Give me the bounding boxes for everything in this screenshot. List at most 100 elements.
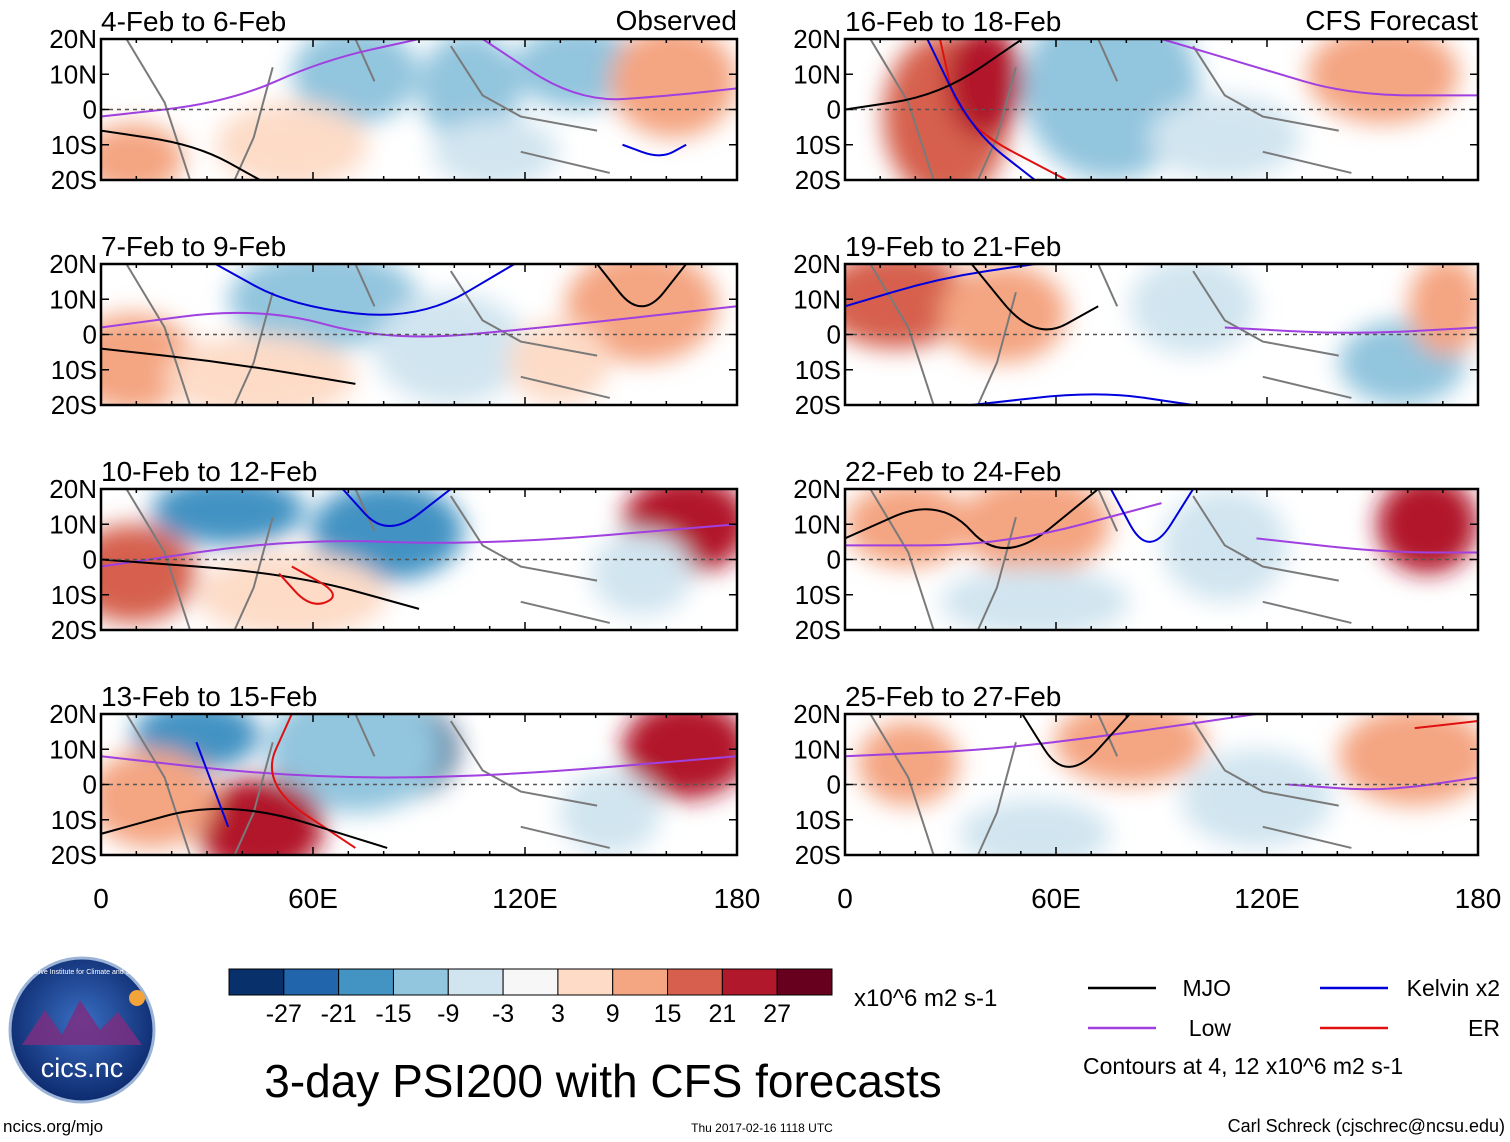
figure-title: 3-day PSI200 with CFS forecasts: [264, 1055, 942, 1107]
lat-label: 10N: [793, 734, 841, 764]
legend-label: Kelvin x2: [1407, 975, 1500, 1001]
footer-author: Carl Schreck (cjschrec@ncsu.edu): [1228, 1116, 1505, 1136]
logo-ring-text: Cooperative Institute for Climate and Sa…: [10, 969, 154, 976]
colorbar-tick-label: -3: [492, 1000, 514, 1028]
legend-label: ER: [1468, 1015, 1500, 1041]
lat-label: 10N: [793, 509, 841, 539]
lat-label: 20S: [795, 615, 841, 645]
lat-label: 10S: [51, 805, 97, 835]
coastline: [869, 264, 1352, 405]
psi-anomaly-region: [939, 566, 1130, 630]
colorbar-tick-label: 21: [708, 1000, 736, 1028]
lat-label: 0: [827, 320, 841, 350]
psi-anomaly-region: [266, 714, 445, 813]
low-contour: [1161, 39, 1478, 97]
psi-anomaly-region: [101, 749, 216, 848]
kelvin-contour: [341, 489, 452, 527]
psi-anomaly-region: [164, 334, 356, 405]
coastline: [125, 489, 611, 630]
lon-label: 120E: [492, 883, 557, 914]
cics-logo: cics.nc Cooperative Institute for Climat…: [8, 956, 156, 1104]
colorbar-swatch: [557, 968, 614, 996]
psi-anomaly-region: [565, 264, 718, 363]
forecast-column-label: CFS Forecast: [1305, 5, 1478, 36]
low-contour: [101, 523, 737, 568]
lat-label: 0: [83, 95, 97, 125]
mjo-contour: [101, 558, 420, 610]
footer-url[interactable]: ncics.org/mjo: [3, 1117, 103, 1136]
lat-label: 10N: [49, 284, 97, 314]
mjo-contour: [845, 39, 1023, 111]
lat-label: 0: [827, 545, 841, 575]
lon-label: 180: [714, 883, 761, 914]
kelvin-contour: [214, 264, 515, 316]
er-contour: [1414, 720, 1478, 730]
panel-date-range: 19-Feb to 21-Feb: [845, 231, 1061, 262]
psi-anomaly-region: [845, 489, 972, 567]
lon-label: 120E: [1234, 883, 1299, 914]
panel-date-range: 10-Feb to 12-Feb: [101, 456, 317, 487]
psi-anomaly-region: [590, 531, 693, 616]
psi-anomaly-region: [558, 770, 661, 855]
lat-label: 20N: [49, 699, 97, 729]
colorbar: -27 -21 -15 -9 -3 3 9 15 21 27: [228, 968, 833, 1028]
colorbar-tick-label: 27: [763, 1000, 791, 1028]
footer-timestamp: Thu 2017-02-16 1118 UTC: [691, 1121, 833, 1135]
lat-label: 10N: [793, 284, 841, 314]
lat-label: 10N: [793, 59, 841, 89]
psi-anomaly-region: [101, 123, 184, 180]
lat-label: 20S: [795, 390, 841, 420]
psi-anomaly-region: [609, 39, 737, 138]
psi-anomaly-region: [939, 264, 1067, 363]
lat-label: 10N: [49, 59, 97, 89]
lat-label: 10S: [795, 805, 841, 835]
coastline: [125, 264, 611, 405]
low-contour: [101, 39, 420, 118]
low-contour: [1256, 537, 1478, 554]
low-contour: [845, 502, 1162, 547]
low-contour: [1224, 326, 1478, 334]
lat-label: 10S: [795, 130, 841, 160]
low-contour: [101, 305, 737, 338]
panel-date-range: 7-Feb to 9-Feb: [101, 231, 286, 262]
panel-date-range: 4-Feb to 6-Feb: [101, 6, 286, 37]
colorbar-swatch: [392, 968, 449, 996]
psi-anomaly-region: [228, 264, 419, 349]
psi-anomaly-region: [291, 39, 419, 124]
colorbar-swatch: [338, 968, 394, 996]
panel-date-range: 13-Feb to 15-Feb: [101, 681, 317, 712]
legend-label: MJO: [1182, 975, 1231, 1001]
lon-label: 60E: [1031, 883, 1081, 914]
psi-anomaly-region: [1129, 264, 1257, 356]
legend-label: Low: [1189, 1015, 1232, 1041]
psi-anomaly-region: [101, 524, 197, 623]
coastline: [125, 39, 611, 180]
er-contour: [271, 714, 356, 849]
colorbar-swatch: [667, 968, 723, 996]
lat-label: 10S: [795, 355, 841, 385]
kelvin-contour: [1109, 489, 1194, 543]
er-contour: [278, 565, 334, 605]
colorbar-tick-label: -15: [375, 1000, 411, 1028]
lat-label: 20N: [49, 249, 97, 279]
low-contour: [482, 39, 737, 101]
lat-label: 20N: [49, 24, 97, 54]
lon-label: 0: [93, 883, 109, 914]
mjo-contour: [1021, 714, 1131, 768]
lon-label: 180: [1455, 883, 1502, 914]
observed-column-label: Observed: [616, 5, 737, 36]
legend-note: Contours at 4, 12 x10^6 m2 s-1: [1083, 1053, 1403, 1079]
psi-anomaly-region: [1148, 95, 1301, 180]
psi-anomaly-region: [857, 721, 959, 806]
coastline: [125, 714, 611, 855]
mjo-contour: [845, 489, 1099, 550]
psi-anomaly-region: [622, 714, 737, 799]
psi-anomaly-region: [215, 102, 369, 180]
colorbar-swatch: [283, 968, 340, 996]
lat-label: 20S: [795, 840, 841, 870]
mjo-contour: [596, 264, 687, 308]
